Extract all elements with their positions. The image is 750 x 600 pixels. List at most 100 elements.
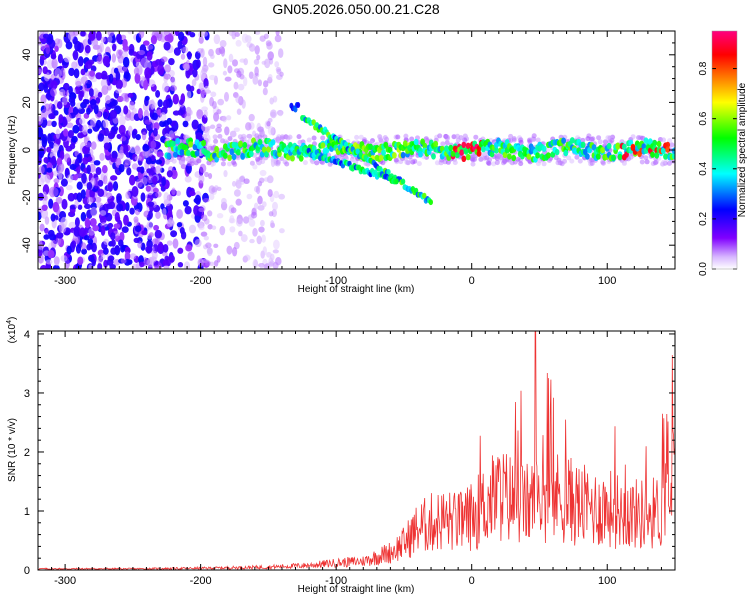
spectrogram-cell: [249, 160, 255, 166]
spectrogram-cell: [77, 256, 84, 266]
spectrogram-cell: [180, 53, 186, 60]
spectrogram-cell: [93, 160, 101, 166]
spectrogram-cell: [220, 46, 226, 57]
spectrogram-cell: [127, 31, 133, 35]
spectrogram-cell: [87, 196, 93, 205]
spectrogram-cell: [194, 239, 202, 248]
spectrogram-cell: [258, 226, 265, 233]
spectrogram-cell: [392, 152, 397, 159]
spectrogram-cell: [109, 109, 118, 119]
spectrogram-cell: [171, 158, 177, 164]
spectrogram-cell: [97, 91, 103, 98]
spectrogram-cell: [45, 259, 53, 265]
spectrogram-cell: [151, 112, 158, 121]
spectrogram-cell: [241, 99, 246, 109]
spectrogram-cell: [109, 201, 116, 210]
spectrogram-cell: [135, 178, 143, 188]
spectrogram-cell: [163, 265, 170, 269]
spectrogram-cell: [137, 240, 143, 249]
spectrogram-cell: [358, 134, 364, 140]
spectrogram-cell: [175, 137, 181, 145]
spectrogram-cell: [198, 207, 206, 213]
spectrogram-cell: [596, 135, 602, 141]
spectrogram-cell: [285, 154, 291, 161]
spectrogram-cell: [217, 133, 223, 139]
spectrogram-cell: [253, 59, 260, 65]
spectrogram-cell: [606, 142, 612, 150]
spectrogram-cell: [182, 120, 189, 128]
spectrogram-cell: [243, 178, 250, 185]
spectrogram-cell: [38, 249, 43, 257]
spectrogram-cell: [56, 232, 64, 239]
spectrogram-cell: [216, 255, 221, 263]
spectrogram-cell: [120, 258, 127, 264]
spectrogram-cell: [209, 124, 216, 130]
spectrogram-cell: [90, 65, 97, 72]
spectrogram-cell: [191, 119, 199, 130]
spectrogram-cell: [272, 249, 279, 254]
spectrogram-cell: [110, 175, 118, 181]
y-tick-label: 2: [24, 447, 30, 459]
spectrogram-cell: [189, 191, 196, 197]
spectrogram-cell: [172, 93, 179, 105]
snr-ylabel: SNR (10 * v/v): [7, 418, 18, 482]
spectrogram-cell: [518, 139, 524, 145]
spectrogram-cell: [155, 141, 161, 149]
spectrogram-cell: [162, 251, 168, 257]
spectrogram-cell: [102, 55, 110, 67]
spectrogram-cell: [209, 96, 215, 107]
spectrogram-cell: [235, 198, 242, 206]
spectrogram-cell: [230, 207, 237, 214]
spectrogram-cell: [205, 242, 212, 249]
spectrogram-cell: [395, 134, 401, 140]
spectrogram-cell: [111, 153, 118, 159]
spectrogram-cell: [183, 261, 191, 269]
spectrogram-cell: [275, 31, 280, 36]
spectrogram-cell: [526, 153, 532, 160]
spectrogram-cell: [298, 155, 304, 162]
spectrogram-cell: [671, 147, 675, 154]
spectrogram-cell: [103, 175, 108, 185]
spectrogram-cell: [252, 227, 258, 237]
spectrogram-cell: [452, 160, 458, 166]
spectrogram-cell: [194, 150, 200, 157]
spectrogram-cell: [239, 58, 246, 63]
spectrogram-cell: [248, 113, 255, 122]
spectrogram-cell: [170, 140, 176, 147]
spectrogram-cell: [118, 164, 125, 173]
spectrogram-cell: [183, 144, 189, 151]
spectrogram-cell: [111, 43, 117, 52]
spectrogram-cell: [46, 167, 53, 173]
spectrogram-cell: [39, 223, 45, 232]
spectrogram-cell: [235, 95, 242, 104]
spectrogram-cell: [202, 134, 207, 139]
spectrogram-cell: [100, 253, 106, 260]
spectrogram-cell: [45, 44, 51, 55]
spectrogram-cell: [621, 160, 627, 166]
spectrogram-cell: [195, 132, 203, 141]
spectrogram-cell: [214, 145, 220, 153]
spectrogram-cell: [163, 73, 171, 80]
spectrogram-cell: [182, 46, 189, 53]
spectrogram-cell: [261, 234, 266, 243]
spectrogram-cell: [97, 133, 105, 142]
spectrogram-cell: [82, 145, 90, 155]
spectrogram-cell: [156, 151, 164, 158]
spectrogram-cell: [183, 63, 190, 72]
spectrogram-cell: [127, 125, 133, 136]
spectrogram-cell: [354, 134, 360, 140]
spectrogram-cell: [140, 192, 146, 202]
y-tick-label: 4: [24, 329, 30, 341]
spectrogram-cell: [259, 264, 265, 269]
spectrogram-cell: [653, 160, 658, 166]
spectrogram-cell: [231, 153, 237, 161]
spectrogram-cell: [245, 122, 252, 131]
colorbar-frame: [711, 30, 738, 270]
spectrogram-cell: [445, 159, 451, 165]
spectrogram-cell: [154, 229, 162, 239]
spectrogram-cell: [320, 160, 326, 166]
spectrogram-cell: [233, 127, 240, 133]
spectrogram-cell: [180, 93, 186, 104]
